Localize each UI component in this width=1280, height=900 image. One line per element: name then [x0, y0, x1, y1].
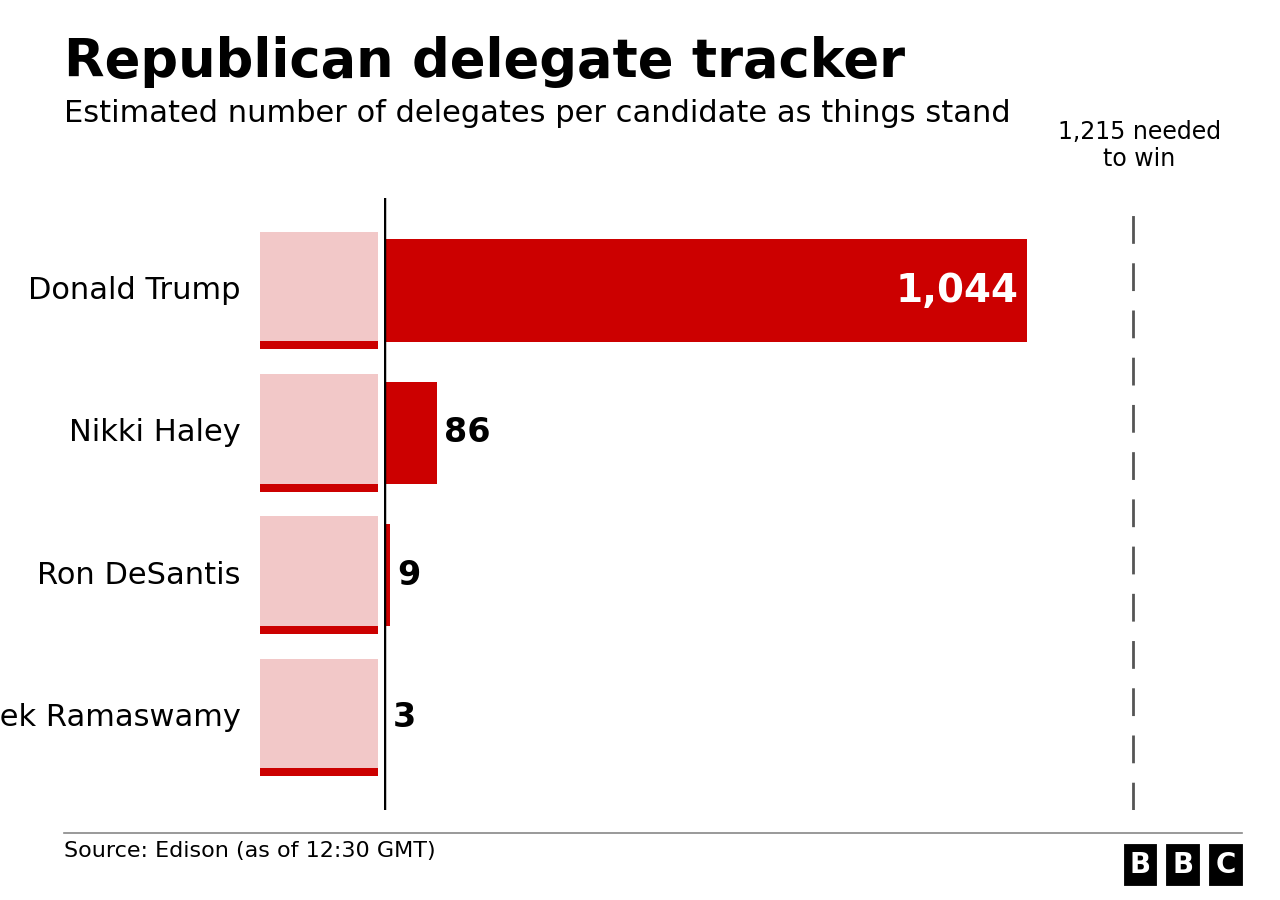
Text: Source: Edison (as of 12:30 GMT): Source: Edison (as of 12:30 GMT) [64, 842, 435, 861]
Text: B: B [1130, 850, 1151, 879]
Text: Republican delegate tracker: Republican delegate tracker [64, 36, 905, 88]
Text: Estimated number of delegates per candidate as things stand: Estimated number of delegates per candid… [64, 99, 1011, 128]
Text: Donald Trump: Donald Trump [28, 276, 241, 305]
Bar [384, 382, 436, 484]
Text: 1,215 needed: 1,215 needed [1057, 120, 1221, 144]
Bar [1165, 842, 1202, 888]
Text: B: B [1172, 850, 1194, 879]
Bar [384, 666, 385, 769]
Text: to win: to win [1103, 147, 1175, 171]
Text: 86: 86 [444, 417, 492, 449]
Text: 1,044: 1,044 [895, 272, 1018, 310]
Text: Nikki Haley: Nikki Haley [69, 418, 241, 447]
Text: 3: 3 [393, 701, 416, 734]
Text: C: C [1216, 850, 1236, 879]
Text: 9: 9 [397, 559, 420, 591]
Bar [1207, 842, 1244, 888]
Bar [384, 239, 1028, 342]
Text: Vivek Ramaswamy: Vivek Ramaswamy [0, 703, 241, 732]
Text: Ron DeSantis: Ron DeSantis [37, 561, 241, 590]
Bar [1121, 842, 1160, 888]
Bar [384, 524, 389, 626]
